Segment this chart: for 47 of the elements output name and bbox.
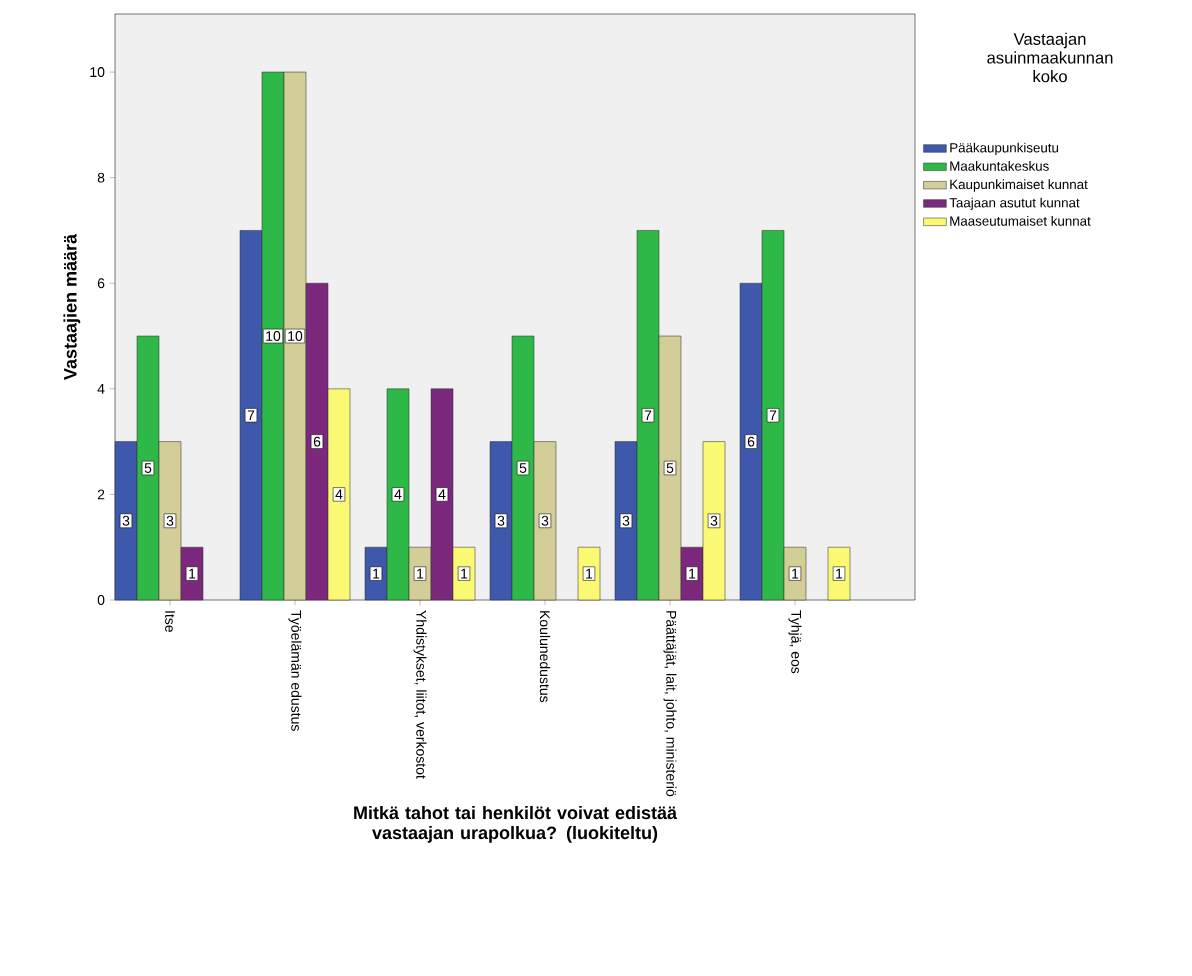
x-tick-label: Työelämän edustus bbox=[288, 610, 302, 731]
legend-label: Pääkaupunkiseutu bbox=[950, 142, 1059, 156]
data-label: 10 bbox=[266, 331, 281, 341]
data-label: 4 bbox=[335, 489, 343, 500]
data-label: 3 bbox=[497, 515, 505, 526]
data-label: 1 bbox=[689, 568, 696, 579]
data-label: 1 bbox=[586, 568, 593, 579]
y-tick-label: 0 bbox=[97, 595, 105, 605]
legend-title: Vastaajan asuinmaakunnan koko bbox=[987, 32, 1113, 83]
legend-label: Maakuntakeskus bbox=[950, 160, 1049, 171]
data-label: 1 bbox=[792, 568, 799, 579]
data-label: 5 bbox=[666, 463, 674, 473]
data-label: 1 bbox=[373, 568, 380, 579]
data-label: 3 bbox=[122, 515, 130, 526]
x-tick-label: Tyhjä, eos bbox=[788, 610, 802, 674]
legend-label: Kaupunkimaiset kunnat bbox=[950, 179, 1088, 192]
data-label: 3 bbox=[710, 515, 718, 526]
legend-label: Maaseutumaiset kunnat bbox=[950, 215, 1091, 226]
data-label: 6 bbox=[313, 436, 321, 447]
legend-label: Taajaan asutut kunnat bbox=[949, 197, 1080, 211]
y-tick-label: 2 bbox=[97, 489, 105, 500]
y-tick-label: 4 bbox=[97, 384, 105, 394]
y-axis-title: Vastaajien määrä bbox=[63, 233, 81, 380]
x-tick-label: Päättäjät, lait, johto, ministeriö bbox=[663, 611, 677, 797]
data-label: 4 bbox=[438, 489, 446, 500]
y-tick-label: 8 bbox=[97, 172, 105, 183]
data-label: 3 bbox=[166, 515, 174, 526]
data-label: 5 bbox=[519, 463, 527, 473]
data-label: 4 bbox=[394, 489, 402, 500]
x-tick-label: Yhdistykset, liitot, verkostot bbox=[413, 610, 427, 779]
x-axis-title: Mitkä tahot tai henkilöt voivat edistää vastaajan urapolkua? (luokiteltu) bbox=[354, 805, 678, 843]
data-label: 6 bbox=[747, 436, 755, 447]
y-tick-label: 10 bbox=[90, 67, 105, 78]
data-label: 7 bbox=[644, 410, 652, 421]
data-label: 1 bbox=[189, 568, 196, 579]
data-label: 3 bbox=[541, 515, 549, 526]
data-label: 3 bbox=[622, 515, 630, 526]
data-label: 7 bbox=[769, 410, 777, 421]
data-label: 10 bbox=[288, 331, 303, 341]
data-label: 1 bbox=[417, 568, 424, 579]
y-tick-label: 6 bbox=[97, 278, 105, 289]
x-tick-label: Itse bbox=[165, 611, 175, 632]
data-label: 7 bbox=[247, 410, 255, 421]
data-label: 1 bbox=[461, 568, 468, 579]
x-tick-label: Koulunedustus bbox=[539, 611, 551, 703]
data-label: 1 bbox=[836, 568, 843, 579]
data-label: 5 bbox=[144, 463, 152, 473]
